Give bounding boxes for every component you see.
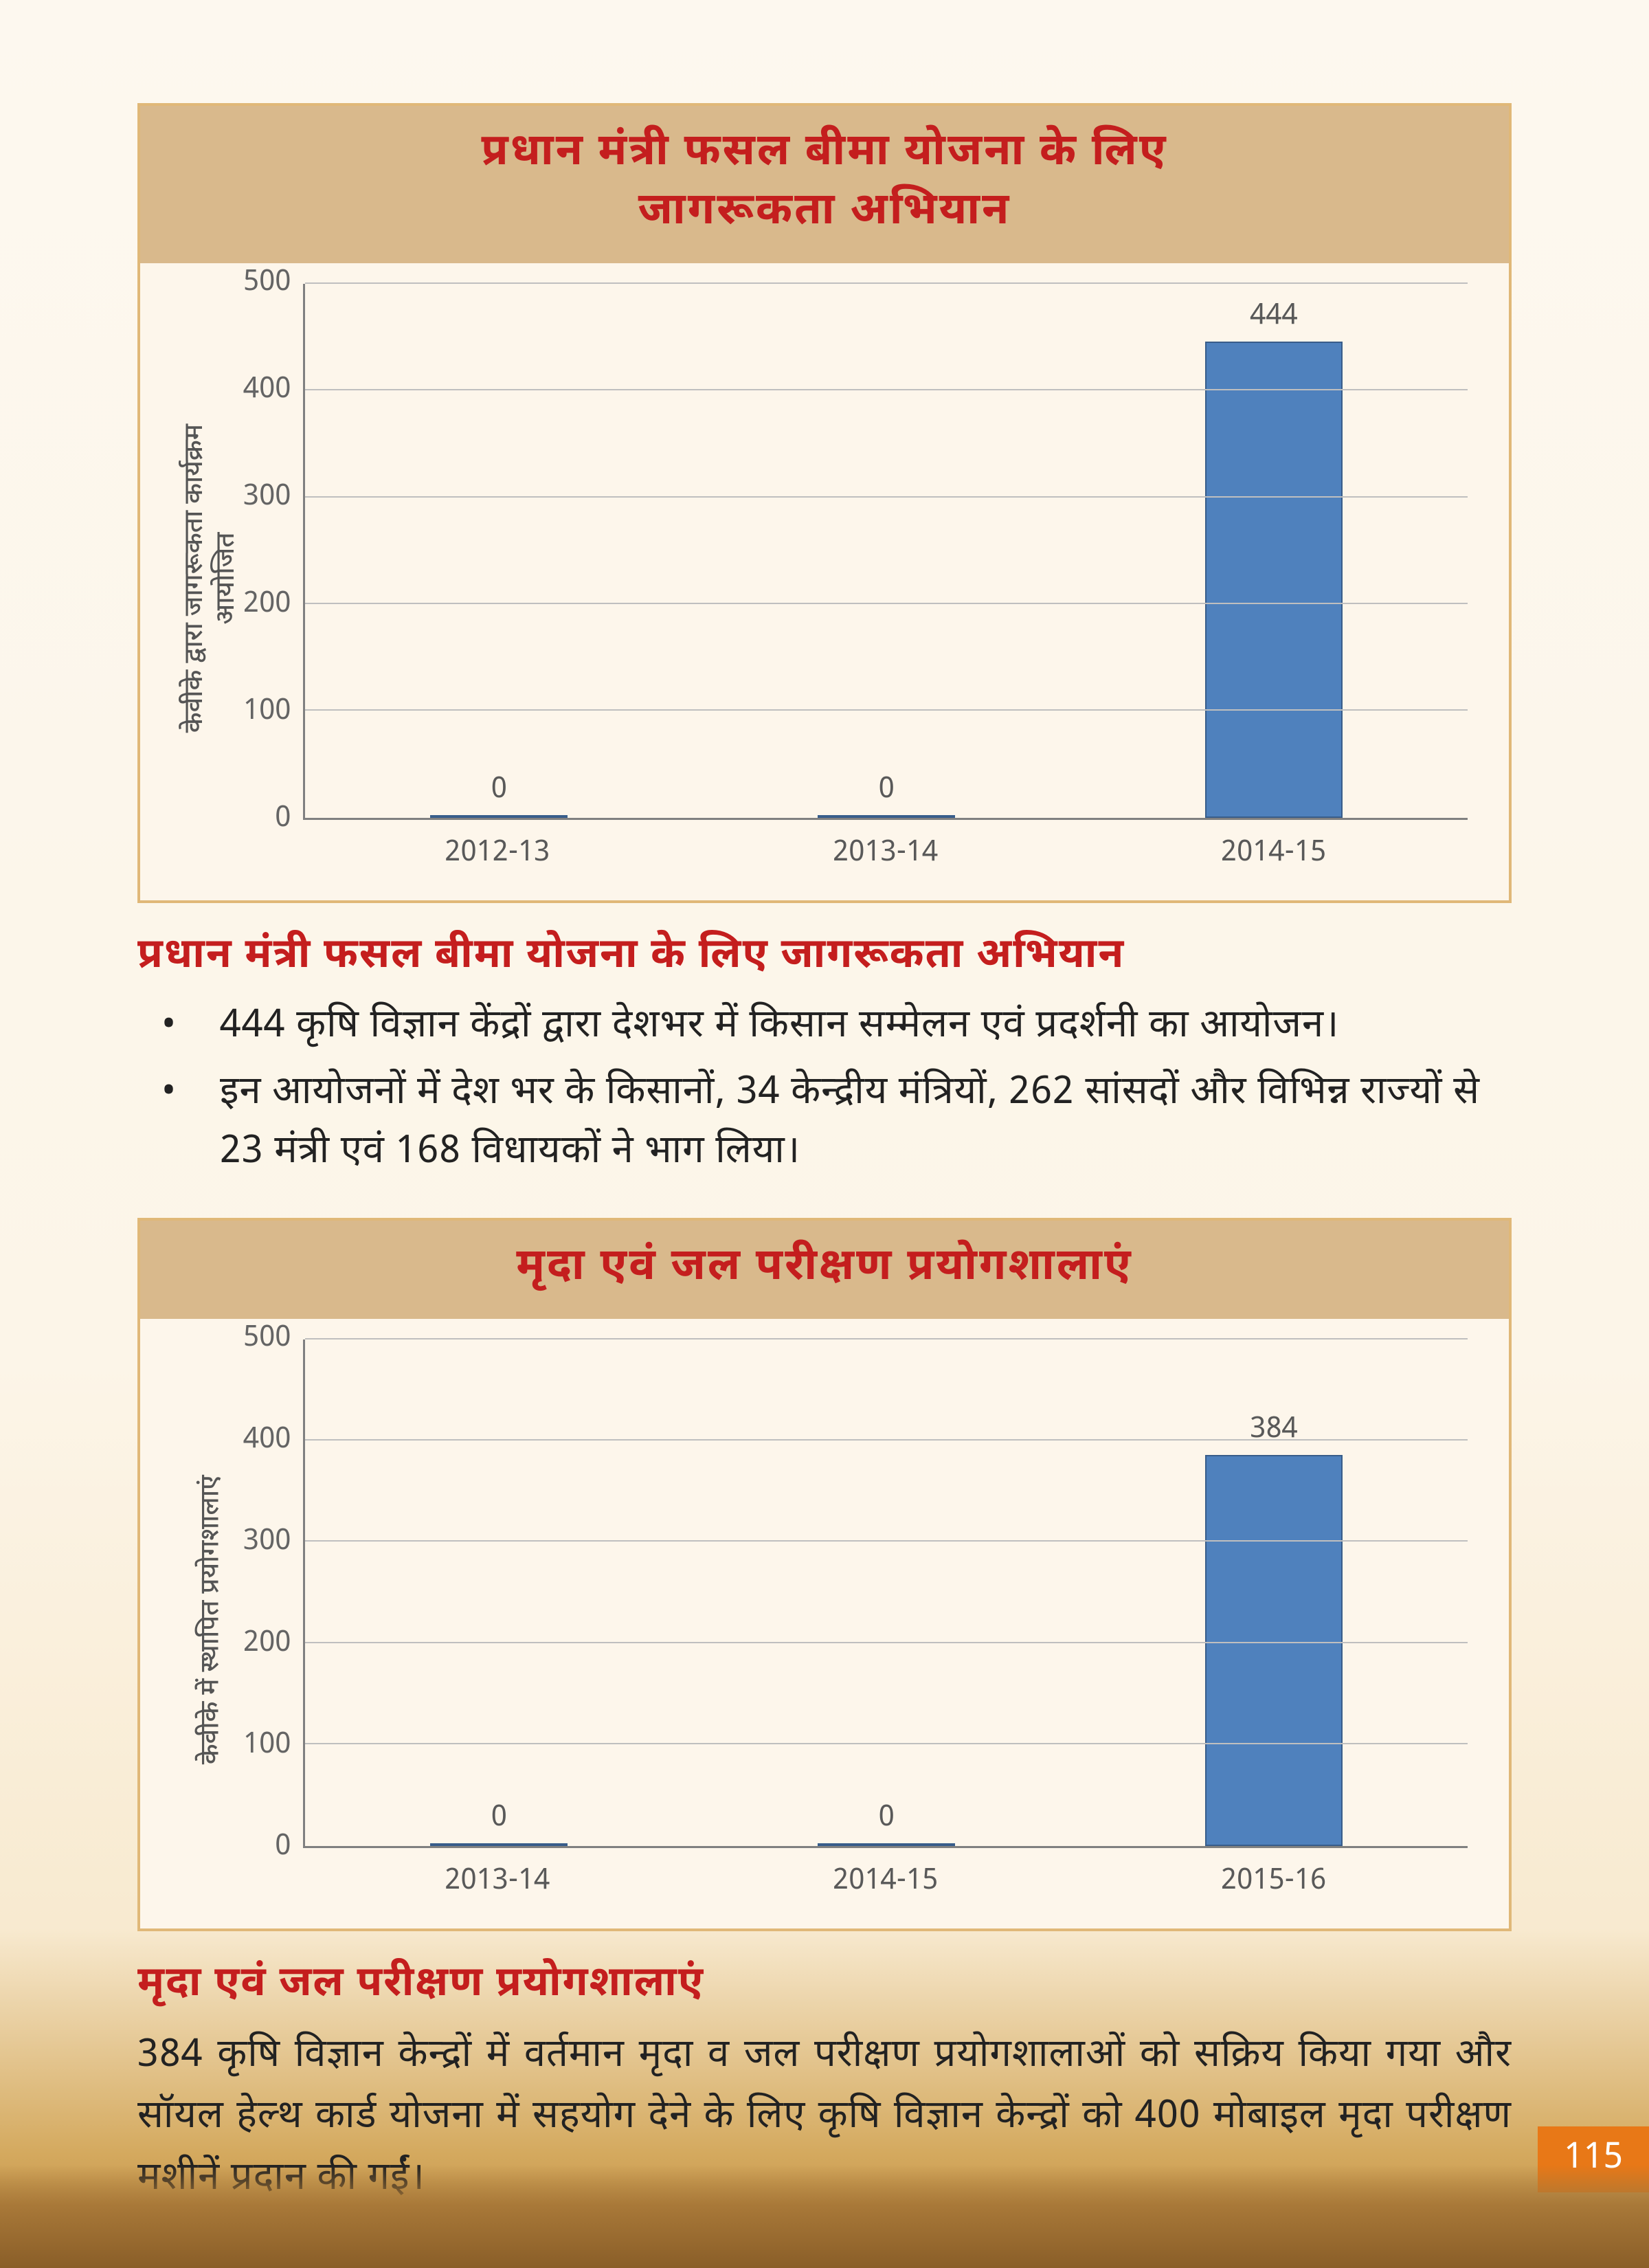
bar-rect bbox=[430, 815, 568, 818]
xtick-label: 2015-16 bbox=[1079, 1863, 1468, 1901]
xtick-label: 2013-14 bbox=[691, 835, 1079, 873]
chart2-body: केवीके में स्थापित प्रयोगशालाएं 50040030… bbox=[140, 1319, 1509, 1928]
chart2-title: मृदा एवं जल परीक्षण प्रयोगशालाएं bbox=[154, 1240, 1495, 1299]
bar-slot: 0 bbox=[305, 284, 693, 818]
bar-slot: 0 bbox=[693, 284, 1080, 818]
bar-slot: 0 bbox=[693, 1339, 1080, 1846]
chart1-title-line2: जागरूकता अभियान bbox=[154, 184, 1495, 243]
xtick-label: 2014-15 bbox=[691, 1863, 1079, 1901]
chart-panel-2: मृदा एवं जल परीक्षण प्रयोगशालाएं केवीके … bbox=[137, 1218, 1512, 1931]
section2-heading: मृदा एवं जल परीक्षण प्रयोगशालाएं bbox=[137, 1959, 1512, 2012]
xtick-label: 2012-13 bbox=[303, 835, 691, 873]
bar-rect bbox=[1205, 1455, 1343, 1845]
chart2-yticks: 5004003002001000 bbox=[243, 1339, 303, 1848]
chart1-yticks: 5004003002001000 bbox=[243, 284, 303, 820]
chart-panel-1: प्रधान मंत्री फसल बीमा योजना के लिए जागर… bbox=[137, 103, 1512, 903]
bullet-item: इन आयोजनों में देश भर के किसानों, 34 केन… bbox=[137, 1065, 1512, 1184]
chart2-plot: 0 0 384 bbox=[303, 1339, 1468, 1848]
bar-rect bbox=[818, 1843, 955, 1846]
bar-slot: 0 bbox=[305, 1339, 693, 1846]
bar-value-label: 0 bbox=[879, 1800, 895, 1838]
xtick-label: 2013-14 bbox=[303, 1863, 691, 1901]
bullet-item: 444 कृषि विज्ञान केंद्रों द्वारा देशभर म… bbox=[137, 998, 1512, 1058]
chart1-title-line1: प्रधान मंत्री फसल बीमा योजना के लिए bbox=[154, 125, 1495, 184]
bar-value-label: 444 bbox=[1250, 298, 1297, 336]
section1-bullets: 444 कृषि विज्ञान केंद्रों द्वारा देशभर म… bbox=[137, 998, 1512, 1183]
chart2-ylabel: केवीके में स्थापित प्रयोगशालाएं bbox=[197, 1476, 228, 1765]
chart1-ylabel: केवीके द्वारा जागरूकता कार्यक्रमआयोजित bbox=[181, 424, 243, 733]
bar-slot: 444 bbox=[1080, 284, 1468, 818]
chart1-xticks: 2012-132013-142014-15 bbox=[303, 820, 1468, 873]
bar-rect bbox=[430, 1843, 568, 1846]
chart2-xticks: 2013-142014-152015-16 bbox=[303, 1848, 1468, 1901]
section1-heading: प्रधान मंत्री फसल बीमा योजना के लिए जागर… bbox=[137, 931, 1512, 984]
xtick-label: 2014-15 bbox=[1079, 835, 1468, 873]
bar-value-label: 384 bbox=[1250, 1412, 1297, 1449]
chart2-title-bar: मृदा एवं जल परीक्षण प्रयोगशालाएं bbox=[140, 1221, 1509, 1318]
bar-rect bbox=[1205, 342, 1343, 818]
bar-slot: 384 bbox=[1080, 1339, 1468, 1846]
chart1-title-bar: प्रधान मंत्री फसल बीमा योजना के लिए जागर… bbox=[140, 106, 1509, 263]
footer-wheat-strip bbox=[0, 2165, 1649, 2268]
bar-value-label: 0 bbox=[491, 1800, 507, 1838]
bar-rect bbox=[818, 815, 955, 818]
bar-value-label: 0 bbox=[879, 772, 895, 810]
bar-value-label: 0 bbox=[491, 772, 507, 810]
chart1-body: केवीके द्वारा जागरूकता कार्यक्रमआयोजित 5… bbox=[140, 263, 1509, 900]
chart1-plot: 0 0 444 bbox=[303, 284, 1468, 820]
